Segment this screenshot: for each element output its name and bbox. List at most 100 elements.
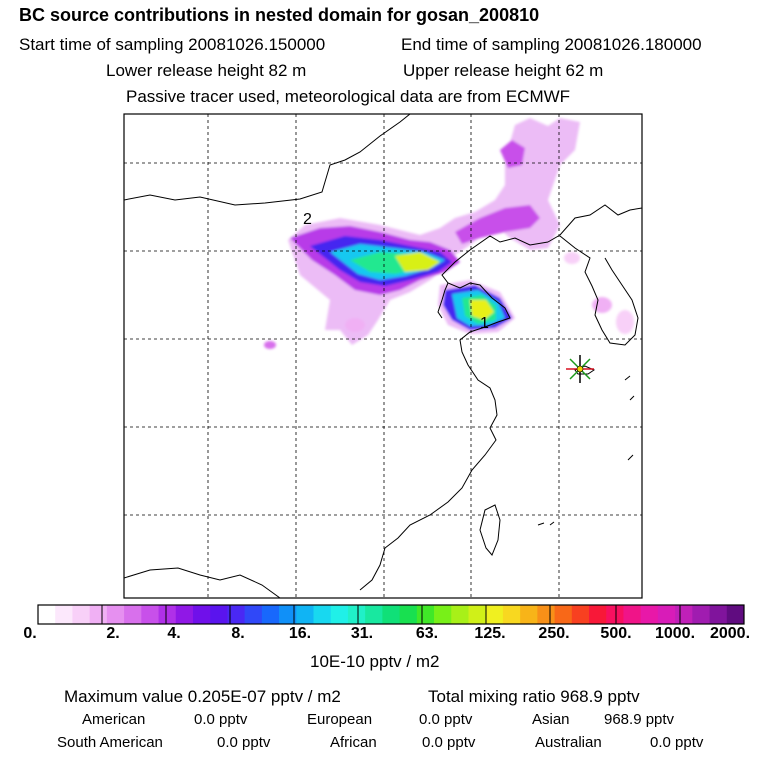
colorbar-cell [502,605,521,624]
plume-field [264,118,634,349]
plume-north-top [500,140,525,168]
upper-height-label: Upper release height 62 m [403,61,604,80]
colorbar-cell [606,605,624,624]
korea-coast [559,235,639,346]
colorbar-cell [657,605,676,624]
colorbar-cell [520,605,538,624]
colorbar-cell [382,605,401,624]
colorbar-cell [623,605,642,624]
taiwan [479,504,501,556]
american-label: American [82,711,146,728]
colorbar-cell [106,605,125,624]
colorbar-cell [485,605,504,624]
colorbar-tick-label: 2. [106,625,120,642]
plume-south-yellow [470,300,494,320]
max-value-label: Maximum value 0.205E-07 pptv / m2 [64,687,341,706]
colorbar-cell [554,605,573,624]
colorbar-cell [279,605,297,624]
colorbar-tick-label: 8. [231,625,245,642]
european-value: 0.0 pptv [419,711,473,728]
american-value: 0.0 pptv [194,711,248,728]
lower-height-label: Lower release height 82 m [106,61,307,80]
mongolia-border [124,114,411,206]
colorbar-cell [192,605,211,624]
colorbar-tick-label: 2000. [709,625,751,642]
plume-spot [616,310,634,334]
plume-spot [592,297,612,313]
liaodong-coast [437,282,449,319]
colorbar-cell [451,605,469,624]
european-label: European [307,711,373,728]
plume-north-yellow [395,252,440,272]
plume-spot [564,252,580,264]
plume-north-east [455,205,540,244]
colorbar [37,605,745,624]
colorbar-tick-label: 0. [23,625,37,642]
colorbar-tick-label: 16. [288,625,312,642]
colorbar-cell [210,605,228,624]
colorbar-cell [692,605,710,624]
colorbar-cell [537,605,555,624]
colorbar-tick-label: 31. [350,625,374,642]
colorbar-tick-label: 125. [474,625,506,642]
total-mixing-label: Total mixing ratio 968.9 pptv [428,687,640,706]
colorbar-cell [709,605,728,624]
colorbar-cell [227,605,246,624]
colorbar-cell [244,605,263,624]
colorbar-tick-label: 4. [167,625,181,642]
colorbar-tick-label: 63. [415,625,439,642]
south-american-value: 0.0 pptv [217,734,271,751]
colorbar-units: 10E-10 pptv / m2 [310,652,440,671]
plume-spot [345,318,365,332]
colorbar-cell [589,605,607,624]
colorbar-cell [399,605,418,624]
colorbar-cell [675,605,693,624]
receptor-star-icon [566,355,594,383]
start-time-label: Start time of sampling 20081026.150000 [19,35,326,54]
chart-title: BC source contributions in nested domain… [19,5,540,25]
colorbar-cell [124,605,142,624]
african-value: 0.0 pptv [422,734,476,751]
colorbar-tick-label: 1000. [654,625,696,642]
asian-value: 968.9 pptv [604,711,675,728]
colorbar-cell [726,605,745,624]
colorbar-cell [640,605,659,624]
colorbar-cell [330,605,349,624]
colorbar-cell [89,605,108,624]
korea-border [547,204,642,243]
colorbar-cell [175,605,194,624]
map-label-1: 1 [480,315,489,332]
colorbar-cell [158,605,177,624]
inner-border-west [124,567,281,598]
colorbar-cell [571,605,590,624]
map-frame [123,113,643,599]
colorbar-cell [416,605,435,624]
gridlines [124,114,642,598]
colorbar-cell [434,605,452,624]
asian-label: Asian [532,711,570,728]
colorbar-cell [38,605,56,624]
colorbar-cell [141,605,159,624]
south-american-label: South American [57,734,163,751]
map-label-2: 2 [303,211,312,228]
islands [537,375,635,526]
china-coast-bohai [359,235,549,591]
colorbar-cell [347,605,366,624]
african-label: African [330,734,377,751]
coastlines [124,114,642,598]
colorbar-cell [468,605,487,624]
australian-label: Australian [535,734,602,751]
colorbar-cell [313,605,332,624]
colorbar-cell [72,605,91,624]
colorbar-tick-label: 500. [600,625,632,642]
tracer-note: Passive tracer used, meteorological data… [126,87,571,106]
colorbar-cell [296,605,314,624]
australian-value: 0.0 pptv [650,734,704,751]
end-time-label: End time of sampling 20081026.180000 [401,35,702,54]
colorbar-tick-label: 250. [538,625,570,642]
plume-spot [264,341,276,349]
colorbar-cell [261,605,280,624]
colorbar-frame [37,604,745,625]
colorbar-cell [55,605,73,624]
